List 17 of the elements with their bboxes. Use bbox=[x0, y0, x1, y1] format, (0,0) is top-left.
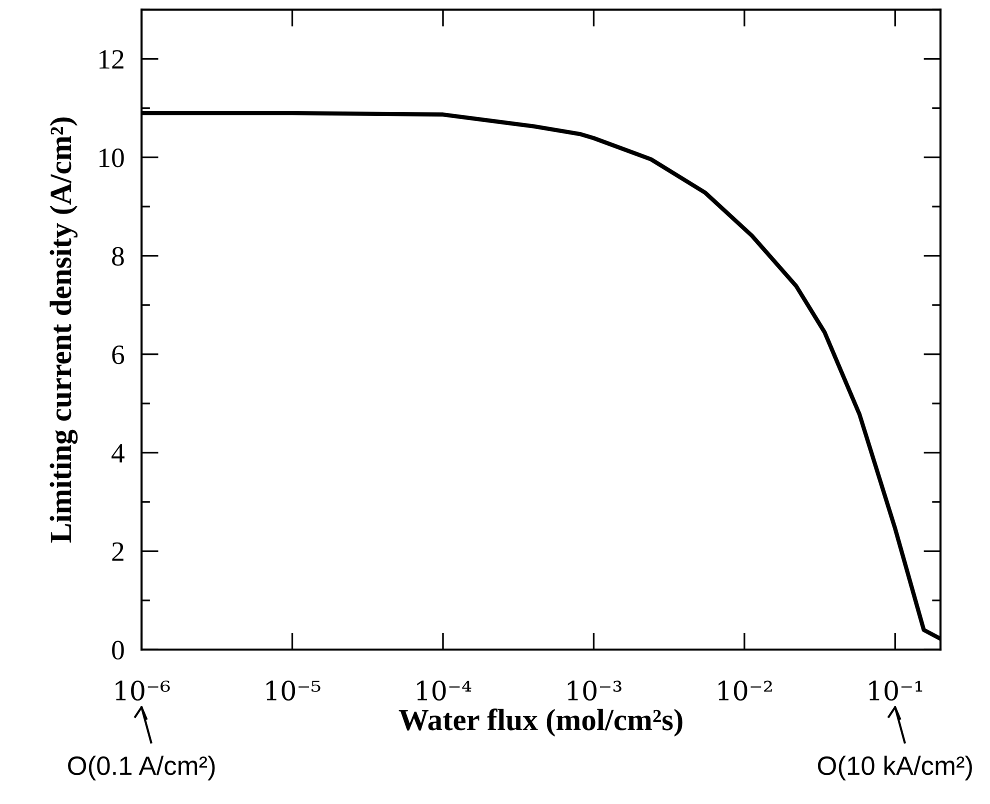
x-tick-label: 10⁻⁴ bbox=[417, 680, 472, 701]
x-tick-label: 10⁻² bbox=[718, 680, 772, 701]
x-tick-label: 10⁻¹ bbox=[869, 680, 922, 701]
y-axis-title: Limiting current density (A/cm²) bbox=[50, 117, 78, 543]
text: O(10 kA/cm²) bbox=[818, 756, 972, 780]
y-tick-label: 10 bbox=[100, 148, 124, 168]
x-axis-title: Water flux (mol/cm²s) bbox=[398, 708, 682, 737]
y-tick-label: 4 bbox=[112, 444, 124, 462]
x-tick-label: 10⁻⁵ bbox=[266, 680, 320, 701]
y-tick-label: 2 bbox=[112, 542, 124, 561]
x-tick-label: 10⁻⁶ bbox=[116, 680, 170, 701]
y-tick-label: 0 bbox=[112, 640, 124, 660]
y-tick-label: 12 bbox=[100, 50, 124, 69]
text: O(0.1 A/cm²) bbox=[68, 756, 215, 780]
y-tick-label: 8 bbox=[112, 246, 124, 266]
y-tick-label: 6 bbox=[112, 346, 124, 364]
x-tick-label: 10⁻³ bbox=[568, 680, 622, 701]
